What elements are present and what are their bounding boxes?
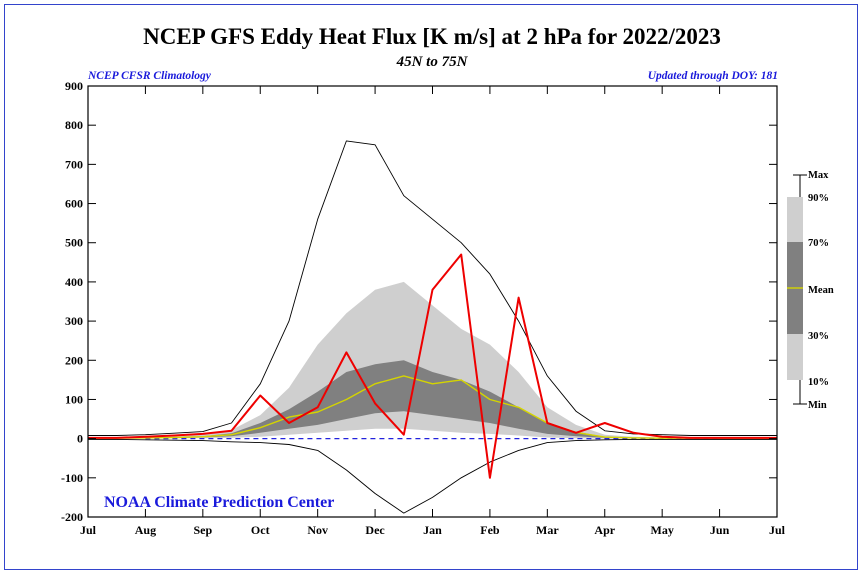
chart-title: NCEP GFS Eddy Heat Flux [K m/s] at 2 hPa… bbox=[143, 24, 721, 49]
x-tick-label: May bbox=[651, 523, 674, 537]
plot-border bbox=[87, 85, 778, 518]
climatology-note: NCEP CFSR Climatology bbox=[88, 70, 211, 82]
series-current-line bbox=[88, 253, 777, 479]
legend-label: 70% bbox=[808, 238, 829, 249]
update-note: Updated through DOY: 181 bbox=[647, 70, 778, 82]
figure-frame bbox=[4, 4, 858, 570]
legend-label: 90% bbox=[808, 193, 829, 204]
x-tick-label: Dec bbox=[365, 523, 385, 537]
y-tick-label: 800 bbox=[65, 118, 83, 132]
legend-label: 10% bbox=[808, 377, 829, 388]
y-tick-label: 700 bbox=[65, 157, 83, 171]
y-tick-label: -200 bbox=[61, 510, 83, 524]
x-tick-label: Oct bbox=[251, 523, 270, 537]
y-tick-label: 600 bbox=[65, 197, 83, 211]
legend-label: Mean bbox=[808, 285, 834, 296]
x-tick-label: Sep bbox=[193, 523, 212, 537]
y-tick-label: 900 bbox=[65, 79, 83, 93]
y-tick-label: 200 bbox=[65, 353, 83, 367]
series-mean-line bbox=[88, 375, 777, 439]
x-tick-label: Jun bbox=[710, 523, 730, 537]
y-tick-label: 0 bbox=[77, 432, 83, 446]
y-tick-label: 300 bbox=[65, 314, 83, 328]
x-tick-label: Jul bbox=[80, 523, 97, 537]
y-tick-label: 100 bbox=[65, 392, 83, 406]
series-max-line bbox=[88, 140, 777, 436]
series-min-line bbox=[88, 438, 777, 514]
legend-label: Max bbox=[808, 170, 829, 181]
x-tick-label: Aug bbox=[135, 523, 156, 537]
x-tick-label: Nov bbox=[307, 523, 328, 537]
band-10-90 bbox=[88, 281, 777, 439]
y-tick-label: -100 bbox=[61, 471, 83, 485]
credit-label: NOAA Climate Prediction Center bbox=[104, 494, 334, 511]
legend-label: 30% bbox=[808, 331, 829, 342]
legend-label: Min bbox=[808, 400, 827, 411]
x-tick-label: Mar bbox=[536, 523, 559, 537]
x-tick-label: Jul bbox=[769, 523, 786, 537]
x-tick-label: Feb bbox=[480, 523, 500, 537]
y-tick-label: 500 bbox=[65, 236, 83, 250]
y-tick-label: 400 bbox=[65, 275, 83, 289]
x-tick-label: Jan bbox=[423, 523, 442, 537]
band-30-70 bbox=[88, 360, 777, 439]
x-tick-label: Apr bbox=[594, 523, 615, 537]
chart-subtitle: 45N to 75N bbox=[396, 54, 468, 70]
